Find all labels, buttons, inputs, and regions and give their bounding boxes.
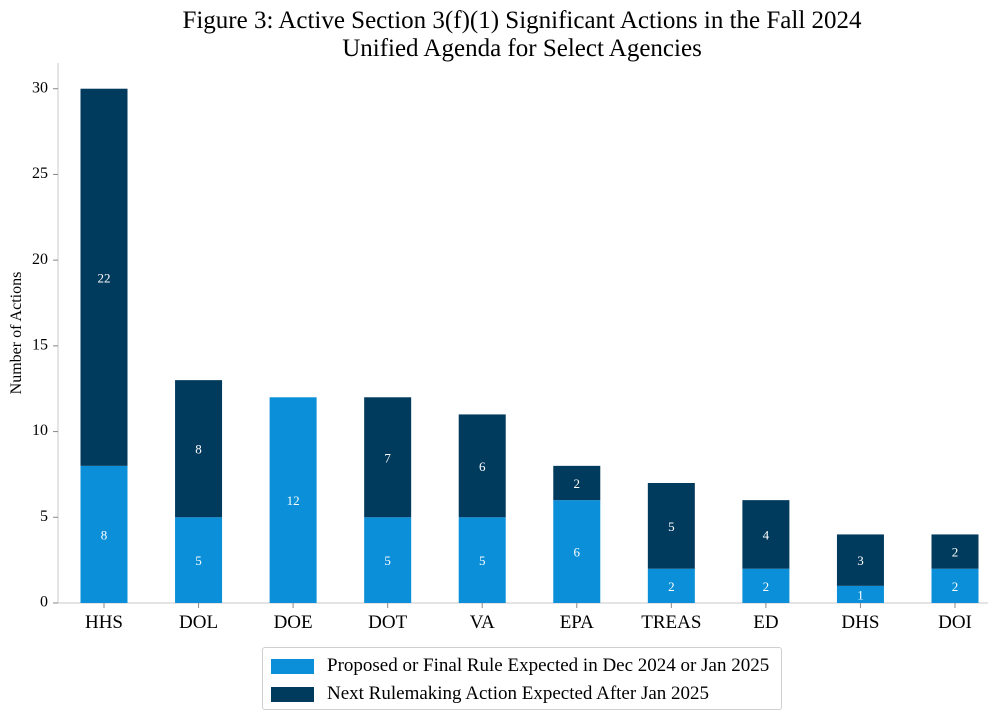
chart-title-line-1: Figure 3: Active Section 3(f)(1) Signifi… — [182, 7, 862, 34]
bar-epa-series-2 — [553, 465, 601, 501]
bar-ed-series-2 — [742, 500, 790, 569]
chart-title-line-2: Unified Agenda for Select Agencies — [342, 35, 702, 62]
data-label-ed-series-1: 2 — [763, 579, 770, 594]
data-label-doe-series-1: 12 — [287, 493, 300, 508]
bar-treas-series-1 — [647, 568, 695, 603]
data-label-dhs-series-2: 3 — [857, 553, 864, 568]
legend-swatch-next — [271, 686, 314, 702]
legend-label-proposed: Proposed or Final Rule Expected in Dec 2… — [327, 655, 770, 676]
y-tick-label: 20 — [32, 251, 48, 268]
x-tick-label-hhs: HHS — [85, 612, 123, 633]
x-tick-label-doe: DOE — [274, 612, 313, 633]
bar-doe-series-1 — [269, 397, 317, 603]
data-label-dot-series-1: 5 — [384, 553, 391, 568]
bar-va-series-2 — [458, 414, 506, 518]
bar-treas-series-2 — [647, 483, 695, 569]
y-tick-label: 0 — [40, 594, 48, 611]
x-tick-label-dot: DOT — [368, 612, 407, 633]
bar-dhs-series-2 — [836, 534, 884, 586]
bar-dol-series-1 — [175, 517, 223, 603]
bar-dot-series-2 — [364, 397, 412, 518]
y-tick-label: 30 — [32, 79, 48, 96]
bar-dol-series-2 — [175, 380, 223, 518]
bar-dhs-series-1 — [836, 585, 884, 603]
data-label-epa-series-1: 6 — [574, 545, 581, 560]
data-label-dol-series-1: 5 — [195, 553, 202, 568]
data-label-doi-series-1: 2 — [952, 579, 959, 594]
bar-dot-series-1 — [364, 517, 412, 603]
data-label-ed-series-2: 4 — [763, 527, 770, 542]
bar-epa-series-1 — [553, 500, 601, 603]
legend-item-proposed: Proposed or Final Rule Expected in Dec 2… — [271, 654, 769, 678]
data-label-dot-series-2: 7 — [384, 450, 391, 465]
data-label-epa-series-2: 2 — [574, 476, 581, 491]
x-tick-label-epa: EPA — [560, 612, 594, 633]
bar-ed-series-1 — [742, 568, 790, 603]
legend-label-next: Next Rulemaking Action Expected After Ja… — [327, 683, 710, 704]
y-tick-label: 25 — [32, 165, 48, 182]
data-label-treas-series-2: 5 — [668, 519, 675, 534]
legend: Proposed or Final Rule Expected in Dec 2… — [262, 647, 782, 710]
data-label-hhs-series-2: 22 — [98, 270, 111, 285]
bar-hhs-series-2 — [80, 88, 128, 466]
data-label-hhs-series-1: 8 — [101, 527, 108, 542]
y-tick-label: 10 — [32, 422, 48, 439]
data-label-dhs-series-1: 1 — [857, 587, 864, 602]
x-tick-label-dol: DOL — [179, 612, 218, 633]
x-tick-label-va: VA — [470, 612, 495, 633]
x-tick-label-treas: TREAS — [641, 612, 701, 633]
bar-doi-series-1 — [931, 568, 979, 603]
y-axis-label: Number of Actions — [8, 272, 25, 395]
y-tick-label: 15 — [32, 337, 48, 354]
x-tick-label-doi: DOI — [938, 612, 972, 633]
x-tick-label-dhs: DHS — [841, 612, 879, 633]
data-label-va-series-1: 5 — [479, 553, 486, 568]
y-tick-label: 5 — [40, 508, 48, 525]
data-label-doi-series-2: 2 — [952, 545, 959, 560]
bar-hhs-series-1 — [80, 465, 128, 603]
legend-swatch-proposed — [271, 658, 314, 674]
data-label-treas-series-1: 2 — [668, 579, 675, 594]
bar-va-series-1 — [458, 517, 506, 603]
legend-item-next: Next Rulemaking Action Expected After Ja… — [271, 682, 709, 706]
x-tick-label-ed: ED — [753, 612, 778, 633]
bar-doi-series-2 — [931, 534, 979, 569]
data-label-va-series-2: 6 — [479, 459, 486, 474]
data-label-dol-series-2: 8 — [195, 442, 202, 457]
